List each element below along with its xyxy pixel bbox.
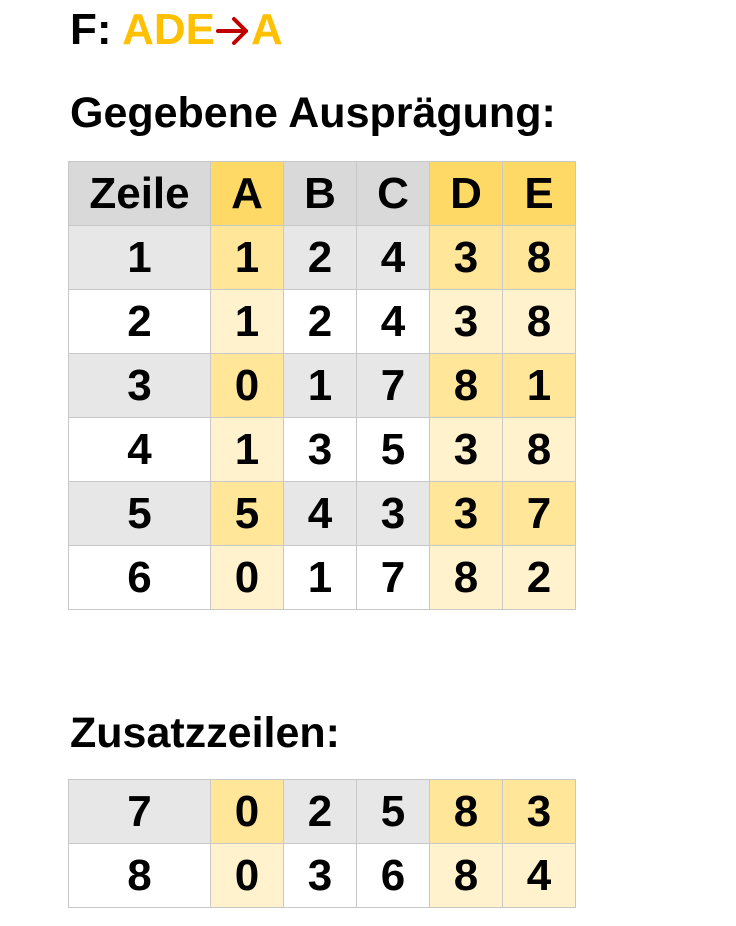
value-cell-b: 2 [283,289,357,354]
value-cell-a: 0 [210,843,284,908]
value-cell-e: 2 [502,545,576,610]
functional-dependency: F: ADE A [70,4,283,68]
fd-prefix: F: [70,5,123,54]
column-header-a: A [210,161,284,226]
value-cell-d: 3 [429,417,503,482]
column-header-zeile: Zeile [68,161,211,226]
value-cell-c: 7 [356,353,430,418]
value-cell-c: 3 [356,481,430,546]
row-number-cell: 8 [68,843,211,908]
value-cell-d: 3 [429,481,503,546]
value-cell-a: 1 [210,225,284,290]
value-cell-a: 0 [210,779,284,844]
row-number-cell: 6 [68,545,211,610]
value-cell-d: 8 [429,779,503,844]
value-cell-e: 8 [502,417,576,482]
value-cell-c: 4 [356,289,430,354]
value-cell-e: 7 [502,481,576,546]
value-cell-d: 8 [429,843,503,908]
value-cell-e: 8 [502,225,576,290]
column-header-e: E [502,161,576,226]
value-cell-c: 7 [356,545,430,610]
value-cell-c: 4 [356,225,430,290]
fd-lhs: ADE [122,5,216,54]
fd-rhs: A [251,5,283,54]
right-arrow-icon [216,4,250,68]
column-header-c: C [356,161,430,226]
value-cell-c: 6 [356,843,430,908]
row-number-cell: 3 [68,353,211,418]
value-cell-b: 2 [283,225,357,290]
value-cell-c: 5 [356,779,430,844]
given-table: Zeile A B C D E 1 1 2 4 3 8 2 1 2 4 3 8 3 0 1 7 8 1 4 1 3 5 3 8 5 5 4 3 3 7… [68,161,576,610]
value-cell-d: 3 [429,225,503,290]
value-cell-d: 3 [429,289,503,354]
value-cell-a: 0 [210,353,284,418]
value-cell-b: 1 [283,545,357,610]
row-number-cell: 2 [68,289,211,354]
value-cell-b: 4 [283,481,357,546]
value-cell-b: 3 [283,843,357,908]
value-cell-b: 2 [283,779,357,844]
row-number-cell: 7 [68,779,211,844]
value-cell-b: 3 [283,417,357,482]
row-number-cell: 1 [68,225,211,290]
row-number-cell: 4 [68,417,211,482]
value-cell-a: 1 [210,289,284,354]
extra-heading: Zusatzzeilen: [70,709,340,757]
column-header-b: B [283,161,357,226]
value-cell-a: 5 [210,481,284,546]
value-cell-d: 8 [429,545,503,610]
value-cell-a: 0 [210,545,284,610]
value-cell-e: 3 [502,779,576,844]
value-cell-a: 1 [210,417,284,482]
column-header-d: D [429,161,503,226]
value-cell-e: 1 [502,353,576,418]
value-cell-e: 4 [502,843,576,908]
row-number-cell: 5 [68,481,211,546]
given-heading: Gegebene Ausprägung: [70,89,556,137]
value-cell-c: 5 [356,417,430,482]
value-cell-d: 8 [429,353,503,418]
header-row: Zeile A B C D E [68,161,576,226]
value-cell-e: 8 [502,289,576,354]
value-cell-b: 1 [283,353,357,418]
